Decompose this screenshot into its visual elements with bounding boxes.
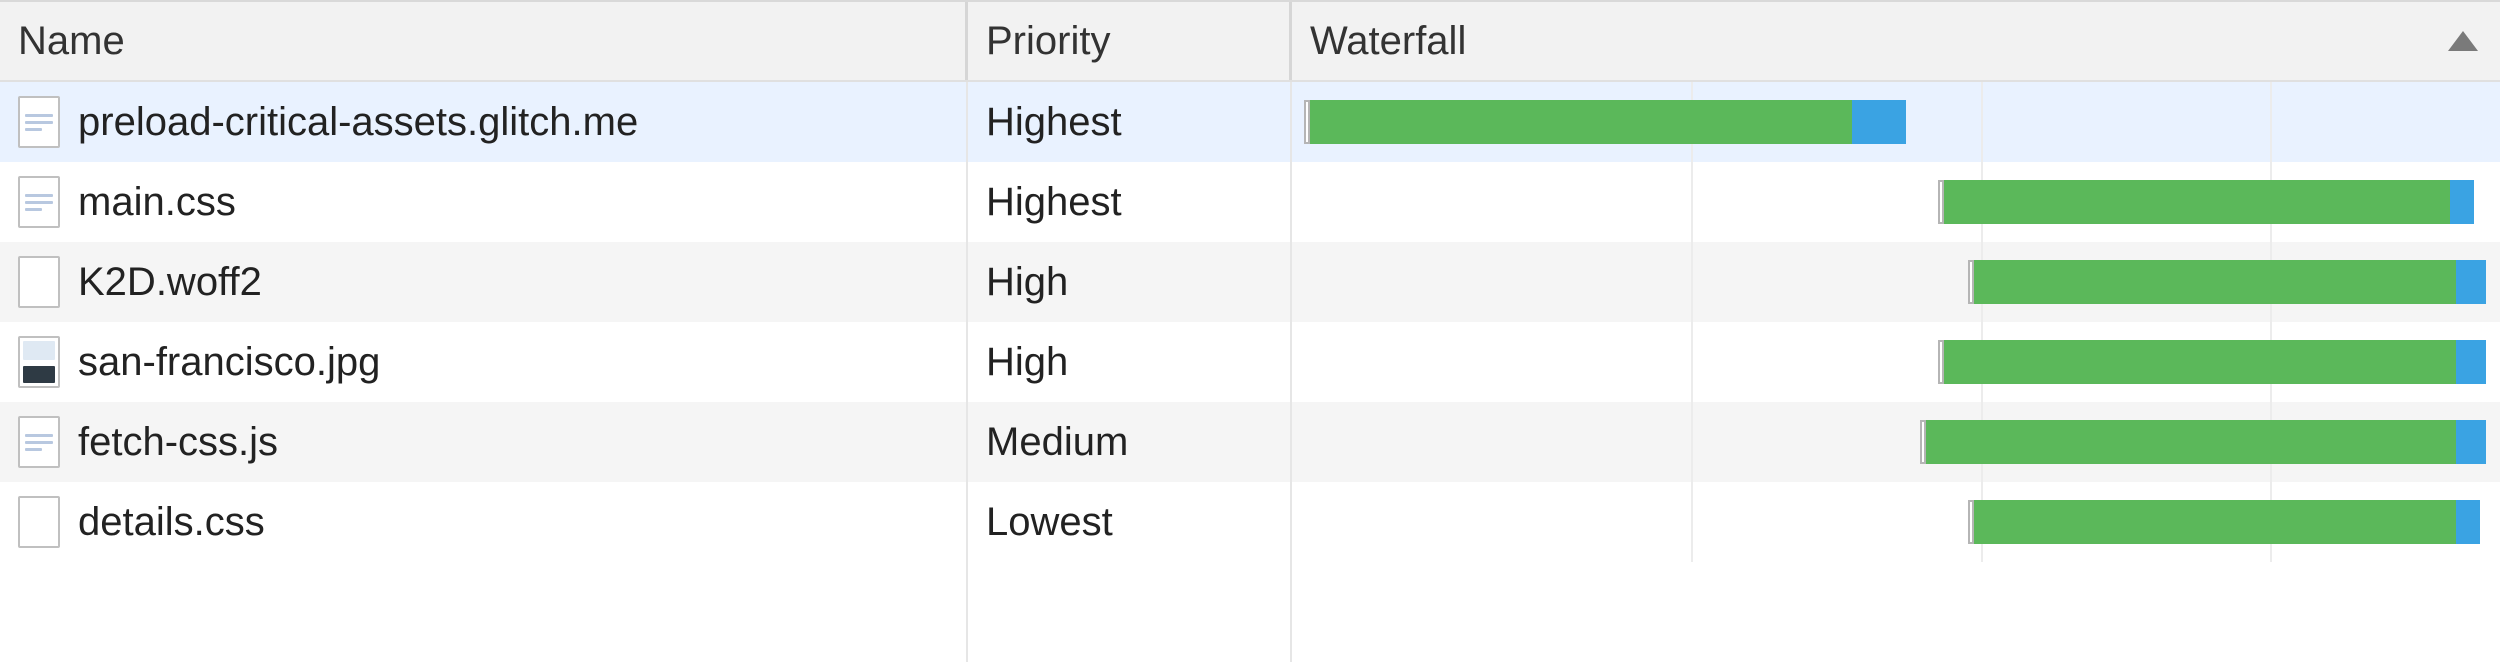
priority-cell: Lowest xyxy=(968,482,1292,562)
waterfall-gridline xyxy=(1691,402,1693,482)
col-header-name[interactable]: Name xyxy=(0,2,968,80)
waterfall-tail-segment xyxy=(2456,420,2486,464)
waterfall-download-segment xyxy=(1310,100,1852,144)
waterfall-gridline xyxy=(1691,242,1693,322)
priority-value: High xyxy=(986,260,1068,305)
priority-cell: High xyxy=(968,242,1292,322)
waterfall-cell xyxy=(1292,322,2500,402)
waterfall-track xyxy=(1292,242,2500,322)
name-cell: fetch-css.js xyxy=(0,402,968,482)
priority-value: Highest xyxy=(986,100,1122,145)
priority-value: High xyxy=(986,340,1068,385)
priority-value: Medium xyxy=(986,420,1128,465)
col-header-priority-label: Priority xyxy=(986,19,1110,64)
waterfall-cell xyxy=(1292,162,2500,242)
waterfall-gridline xyxy=(2270,82,2272,162)
table-row[interactable]: main.css Highest xyxy=(0,162,2500,242)
waterfall-cell xyxy=(1292,402,2500,482)
priority-cell: Medium xyxy=(968,402,1292,482)
image-file-icon xyxy=(18,336,60,388)
waterfall-cell xyxy=(1292,82,2500,162)
waterfall-track xyxy=(1292,162,2500,242)
waterfall-gridline xyxy=(1981,82,1983,162)
waterfall-bar[interactable] xyxy=(1938,340,2486,384)
waterfall-tail-segment xyxy=(2450,180,2474,224)
document-file-icon xyxy=(18,96,60,148)
col-header-name-label: Name xyxy=(18,19,125,64)
waterfall-download-segment xyxy=(1974,500,2456,544)
waterfall-bar[interactable] xyxy=(1920,420,2486,464)
network-panel: Name Priority Waterfall preload-critical… xyxy=(0,0,2500,662)
col-header-priority[interactable]: Priority xyxy=(968,2,1292,80)
waterfall-gridline xyxy=(1691,482,1693,562)
blank-file-icon xyxy=(18,256,60,308)
waterfall-download-segment xyxy=(1944,180,2450,224)
waterfall-track xyxy=(1292,82,2500,162)
request-name: san-francisco.jpg xyxy=(78,340,380,385)
waterfall-gridline xyxy=(1691,322,1693,402)
waterfall-bar[interactable] xyxy=(1938,180,2474,224)
request-name: fetch-css.js xyxy=(78,420,278,465)
table-row[interactable]: preload-critical-assets.glitch.me Highest xyxy=(0,82,2500,162)
waterfall-track xyxy=(1292,322,2500,402)
waterfall-track xyxy=(1292,482,2500,562)
waterfall-download-segment xyxy=(1974,260,2456,304)
name-cell: san-francisco.jpg xyxy=(0,322,968,402)
table-row[interactable]: san-francisco.jpg High xyxy=(0,322,2500,402)
request-name: details.css xyxy=(78,500,265,545)
col-header-waterfall-label: Waterfall xyxy=(1310,19,1466,64)
waterfall-gridline xyxy=(1691,162,1693,242)
request-name: main.css xyxy=(78,180,236,225)
request-name: K2D.woff2 xyxy=(78,260,262,305)
sort-asc-icon xyxy=(2448,31,2478,51)
waterfall-download-segment xyxy=(1944,340,2456,384)
table-empty-area xyxy=(0,562,2500,662)
waterfall-track xyxy=(1292,402,2500,482)
priority-value: Lowest xyxy=(986,500,1113,545)
table-body: preload-critical-assets.glitch.me Highest… xyxy=(0,82,2500,562)
priority-cell: Highest xyxy=(968,162,1292,242)
priority-cell: High xyxy=(968,322,1292,402)
waterfall-bar[interactable] xyxy=(1968,260,2485,304)
priority-cell: Highest xyxy=(968,82,1292,162)
request-name: preload-critical-assets.glitch.me xyxy=(78,100,638,145)
table-row[interactable]: K2D.woff2 High xyxy=(0,242,2500,322)
table-row[interactable]: details.css Lowest xyxy=(0,482,2500,562)
document-file-icon xyxy=(18,176,60,228)
waterfall-cell xyxy=(1292,242,2500,322)
waterfall-bar[interactable] xyxy=(1304,100,1906,144)
blank-file-icon xyxy=(18,496,60,548)
name-cell: details.css xyxy=(0,482,968,562)
priority-value: Highest xyxy=(986,180,1122,225)
name-cell: K2D.woff2 xyxy=(0,242,968,322)
document-file-icon xyxy=(18,416,60,468)
waterfall-tail-segment xyxy=(2456,260,2486,304)
table-row[interactable]: fetch-css.js Medium xyxy=(0,402,2500,482)
col-header-waterfall[interactable]: Waterfall xyxy=(1292,2,2500,80)
waterfall-tail-segment xyxy=(2456,500,2480,544)
waterfall-tail-segment xyxy=(2456,340,2486,384)
name-cell: preload-critical-assets.glitch.me xyxy=(0,82,968,162)
waterfall-bar[interactable] xyxy=(1968,500,2479,544)
waterfall-cell xyxy=(1292,482,2500,562)
table-header: Name Priority Waterfall xyxy=(0,2,2500,82)
name-cell: main.css xyxy=(0,162,968,242)
waterfall-download-segment xyxy=(1926,420,2456,464)
waterfall-tail-segment xyxy=(1852,100,1906,144)
